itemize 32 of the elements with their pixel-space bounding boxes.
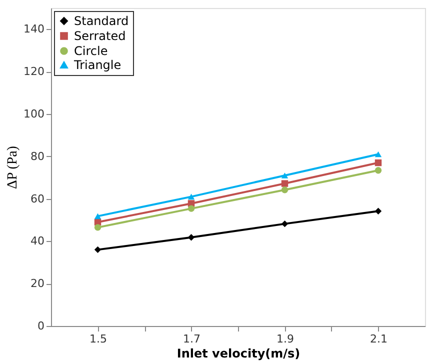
point bbox=[281, 180, 288, 187]
point bbox=[281, 172, 288, 178]
legend-label: Standard bbox=[74, 14, 129, 28]
point bbox=[188, 205, 195, 212]
legend-label: Serrated bbox=[74, 29, 126, 43]
x-axis-title: Inlet velocity(m/s) bbox=[176, 346, 300, 360]
point bbox=[188, 194, 195, 200]
point bbox=[281, 220, 288, 228]
x-tick-label: 1.9 bbox=[276, 332, 294, 346]
y-tick-label: 20 bbox=[30, 277, 44, 290]
point bbox=[374, 208, 382, 214]
legend-label: Triangle bbox=[73, 58, 122, 72]
point bbox=[94, 224, 102, 231]
y-tick-label: 60 bbox=[30, 192, 44, 206]
x-tick-label: 1.5 bbox=[90, 332, 107, 346]
point bbox=[374, 159, 382, 166]
x-tick-label: 2.1 bbox=[370, 332, 388, 346]
point bbox=[188, 234, 195, 241]
y-tick-label: 120 bbox=[24, 65, 44, 78]
y-tick-label: 80 bbox=[30, 150, 44, 163]
y-tick-label: 0 bbox=[38, 320, 44, 332]
y-tick-label: 140 bbox=[24, 22, 44, 36]
x-tick-label: 1.7 bbox=[183, 332, 200, 346]
point bbox=[94, 246, 102, 254]
point bbox=[281, 186, 288, 194]
y-axis-title: ΔP (Pa) bbox=[6, 146, 21, 190]
y-tick-label: 40 bbox=[30, 234, 44, 248]
point bbox=[94, 213, 102, 220]
point bbox=[374, 151, 382, 158]
point bbox=[374, 167, 382, 174]
legend-label: Circle bbox=[74, 44, 108, 58]
y-tick-label: 100 bbox=[24, 108, 44, 120]
